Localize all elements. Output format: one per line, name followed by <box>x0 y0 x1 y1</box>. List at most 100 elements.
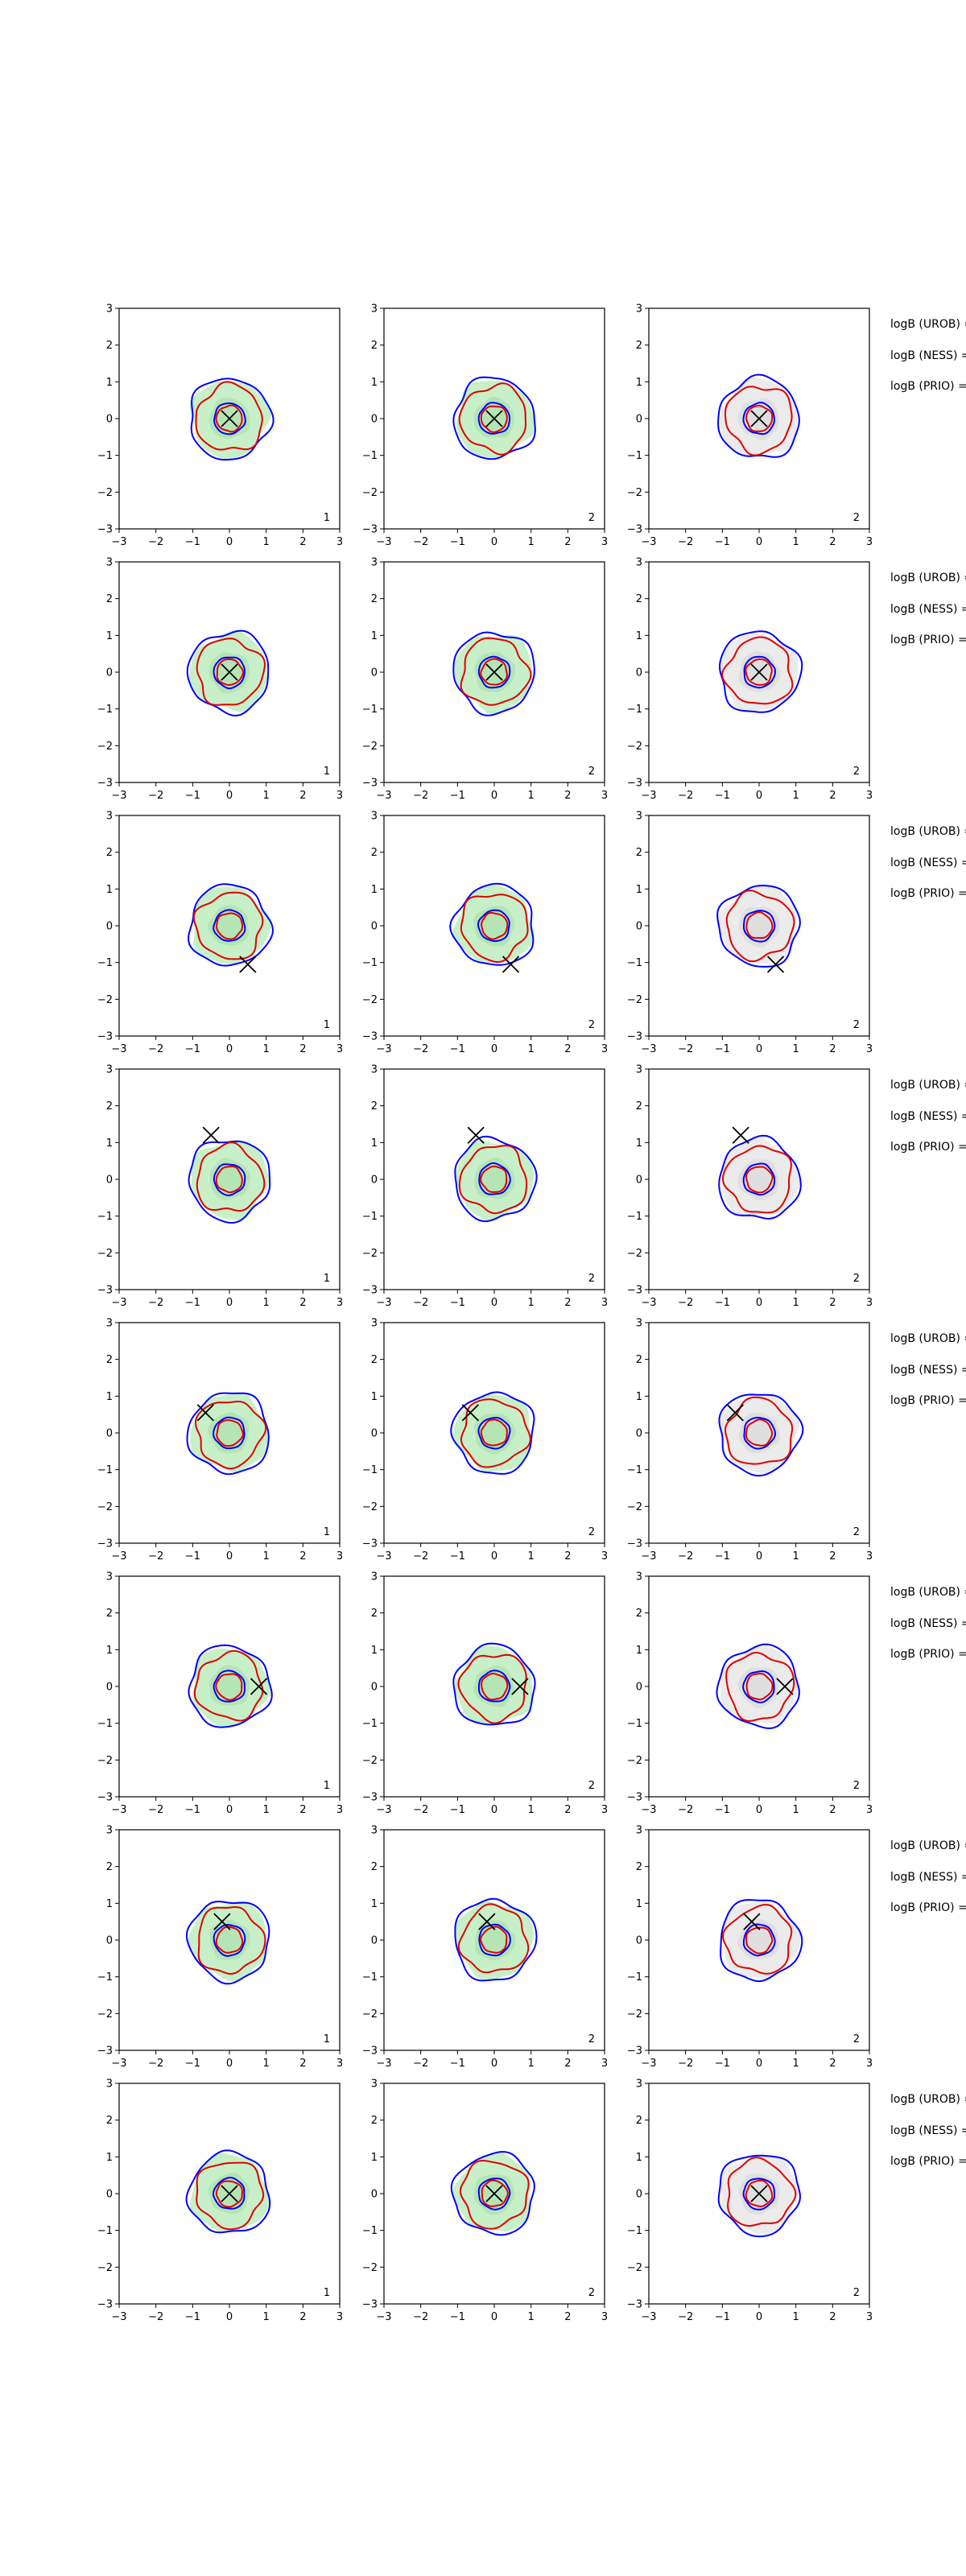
y-tick-label: 2 <box>106 2115 113 2127</box>
y-tick-label: −1 <box>97 2225 113 2237</box>
x-tick-label: −3 <box>641 1804 656 1816</box>
y-tick-label: −2 <box>627 1501 642 1513</box>
blue-contour-inner <box>742 1162 776 1196</box>
y-tick-label: 2 <box>106 1100 113 1113</box>
x-tick-label: −2 <box>413 536 428 548</box>
y-tick-label: 2 <box>371 340 378 352</box>
y-tick-label: −2 <box>97 1248 113 1260</box>
logb-note: logB (NESS) = <box>890 603 966 616</box>
x-tick-label: 3 <box>866 790 873 802</box>
panel-tag: 2 <box>853 1526 860 1538</box>
blue-contour-outer <box>188 883 275 967</box>
y-tick-label: 0 <box>106 667 113 679</box>
x-tick-label: 0 <box>756 790 762 802</box>
red-contour-outer <box>195 381 263 451</box>
y-tick-label: 0 <box>371 1428 378 1440</box>
true-value-marker <box>750 2185 768 2202</box>
blue-contour-outer <box>717 2154 802 2238</box>
panel-tag: 2 <box>853 1780 860 1792</box>
y-tick-label: 1 <box>371 884 378 896</box>
blue-contour-outer <box>188 1644 273 1728</box>
red-contour-inner <box>745 1926 774 1955</box>
blue-contour-outer <box>718 1393 804 1477</box>
x-tick-label: 0 <box>756 1550 762 1563</box>
x-tick-label: 1 <box>793 790 799 802</box>
true-value-marker <box>239 956 257 973</box>
red-contour-outer <box>192 891 264 960</box>
true-value-marker <box>221 663 238 681</box>
y-tick-label: −3 <box>362 2299 378 2311</box>
y-tick-label: 3 <box>371 811 378 823</box>
y-tick-label: 3 <box>371 2079 378 2091</box>
panel-tag: 1 <box>324 512 330 524</box>
blue-contour-inner <box>743 910 776 943</box>
x-tick-label: −3 <box>111 536 126 548</box>
x-tick-label: −1 <box>185 1550 200 1563</box>
panel-tag: 2 <box>853 1019 860 1031</box>
red-contour-outer <box>196 1141 266 1212</box>
x-tick-label: 2 <box>299 536 306 548</box>
blue-contour-outer <box>452 376 536 460</box>
y-tick-label: −3 <box>627 2046 642 2058</box>
x-tick-label: −2 <box>413 1804 428 1816</box>
y-tick-label: 0 <box>106 2189 113 2201</box>
x-tick-label: 0 <box>491 2311 497 2323</box>
y-tick-label: 0 <box>636 1428 642 1440</box>
y-tick-label: 2 <box>371 1608 378 1620</box>
x-tick-label: 1 <box>528 1804 535 1816</box>
y-tick-label: 3 <box>106 1825 113 1837</box>
x-tick-label: −3 <box>111 2311 126 2323</box>
x-tick-label: 1 <box>528 2058 535 2070</box>
red-contour-inner <box>215 404 243 433</box>
x-tick-label: −2 <box>148 2058 163 2070</box>
y-tick-label: 1 <box>106 1137 113 1150</box>
x-tick-label: 1 <box>793 1550 799 1563</box>
x-tick-label: 2 <box>299 1550 306 1563</box>
red-contour-outer <box>459 2159 530 2230</box>
y-tick-label: −3 <box>97 524 113 536</box>
logb-note: logB (NESS) = <box>890 1617 966 1630</box>
x-tick-label: 2 <box>829 2311 836 2323</box>
y-tick-label: 1 <box>371 1391 378 1403</box>
y-tick-label: −3 <box>97 778 113 790</box>
row-notes-2: logB (UROB) = logB (NESS) = logB (PRIO) = <box>890 825 966 900</box>
x-tick-label: 1 <box>263 1043 270 1055</box>
blue-contour-inner <box>742 402 775 436</box>
y-tick-label: −3 <box>97 2046 113 2058</box>
y-tick-label: −3 <box>362 778 378 790</box>
x-tick-label: 3 <box>866 1043 873 1055</box>
x-tick-label: −1 <box>185 1297 200 1309</box>
x-tick-label: 3 <box>866 1550 873 1563</box>
blue-contour-outer <box>185 1901 270 1985</box>
x-tick-label: 0 <box>226 1297 233 1309</box>
x-tick-label: 0 <box>756 1804 762 1816</box>
x-tick-label: −2 <box>678 1297 693 1309</box>
x-tick-label: 3 <box>336 536 343 548</box>
logb-note: logB (NESS) = <box>890 2124 966 2137</box>
x-tick-label: 2 <box>299 1297 306 1309</box>
x-tick-label: 1 <box>263 1804 270 1816</box>
x-tick-label: −2 <box>148 1297 163 1309</box>
panel-tag: 1 <box>324 2033 330 2046</box>
blue-contour-outer <box>716 884 801 968</box>
x-tick-label: −2 <box>678 2058 693 2070</box>
y-tick-label: 2 <box>371 1861 378 1873</box>
y-tick-label: 0 <box>106 1174 113 1187</box>
true-value-marker <box>726 1404 744 1422</box>
blue-contour-outer <box>452 1642 536 1726</box>
x-tick-label: −3 <box>641 2058 656 2070</box>
red-contour-outer <box>724 386 793 456</box>
x-tick-label: 1 <box>793 2311 799 2323</box>
x-tick-label: 3 <box>601 1297 608 1309</box>
y-tick-label: −3 <box>97 1285 113 1297</box>
logb-note: logB (PRIO) = <box>890 1394 966 1407</box>
y-tick-label: 3 <box>106 557 113 569</box>
y-tick-label: 1 <box>106 1391 113 1403</box>
x-tick-label: 3 <box>601 2058 608 2070</box>
